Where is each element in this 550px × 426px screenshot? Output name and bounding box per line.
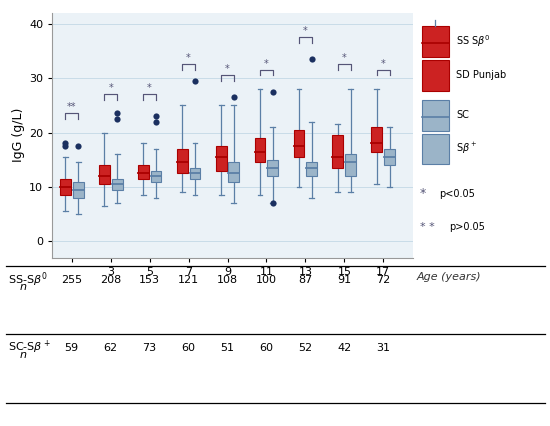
Bar <box>332 135 343 168</box>
Bar <box>267 160 278 176</box>
Text: 100: 100 <box>256 275 277 285</box>
Text: *: * <box>264 59 269 69</box>
Text: SD Punjab: SD Punjab <box>456 70 507 81</box>
Bar <box>151 171 162 181</box>
Text: Age (years): Age (years) <box>416 273 481 282</box>
Text: *: * <box>420 187 426 200</box>
Text: 121: 121 <box>178 275 199 285</box>
Text: 59: 59 <box>65 343 79 353</box>
Text: SC: SC <box>456 110 469 120</box>
Text: 91: 91 <box>337 275 351 285</box>
Text: 87: 87 <box>298 275 312 285</box>
Bar <box>60 179 71 195</box>
Text: SC-S$\beta^+$: SC-S$\beta^+$ <box>8 339 51 356</box>
Point <box>229 94 238 101</box>
Text: p<0.05: p<0.05 <box>439 189 475 199</box>
Text: *: * <box>303 26 308 36</box>
Text: *: * <box>186 53 191 63</box>
Bar <box>384 149 395 165</box>
Text: 60: 60 <box>182 343 196 353</box>
Text: *: * <box>147 83 152 93</box>
Bar <box>138 165 148 179</box>
Bar <box>422 100 449 130</box>
Bar <box>294 130 305 157</box>
Point <box>268 200 277 207</box>
Bar <box>306 162 317 176</box>
Text: 208: 208 <box>100 275 122 285</box>
Bar <box>422 26 449 57</box>
Text: 52: 52 <box>298 343 312 353</box>
Text: 62: 62 <box>103 343 118 353</box>
Point <box>307 56 316 63</box>
Point <box>113 110 122 117</box>
Bar <box>422 134 449 164</box>
Text: 73: 73 <box>142 343 157 353</box>
Text: 255: 255 <box>61 275 82 285</box>
Bar <box>216 146 227 171</box>
Text: SS S$\beta^0$: SS S$\beta^0$ <box>456 34 491 49</box>
Text: 60: 60 <box>260 343 273 353</box>
Point <box>191 78 200 84</box>
Point <box>61 143 70 150</box>
Point <box>74 143 82 150</box>
Text: 108: 108 <box>217 275 238 285</box>
Text: *: * <box>381 59 386 69</box>
Bar <box>371 127 382 152</box>
Y-axis label: IgG (g/L): IgG (g/L) <box>12 108 25 162</box>
Point <box>152 113 161 120</box>
Text: *: * <box>225 64 230 74</box>
Bar <box>255 138 266 162</box>
Text: S$\beta^+$: S$\beta^+$ <box>456 141 478 156</box>
Point <box>113 115 122 122</box>
Text: 51: 51 <box>221 343 234 353</box>
Text: *: * <box>108 83 113 93</box>
Bar <box>73 181 84 198</box>
Bar <box>190 168 200 179</box>
Point <box>268 88 277 95</box>
Point <box>61 140 70 147</box>
Text: *: * <box>342 53 346 63</box>
Text: SS-S$\beta^0$: SS-S$\beta^0$ <box>8 271 48 289</box>
Text: 153: 153 <box>139 275 160 285</box>
Text: **: ** <box>67 102 76 112</box>
Bar <box>177 149 188 173</box>
Bar <box>99 165 109 184</box>
Text: 42: 42 <box>337 343 351 353</box>
Bar <box>422 60 449 91</box>
Text: 72: 72 <box>376 275 390 285</box>
Text: * *: * * <box>420 222 434 232</box>
Bar <box>228 162 239 181</box>
Text: 31: 31 <box>376 343 390 353</box>
Text: p>0.05: p>0.05 <box>449 222 485 232</box>
Point <box>152 118 161 125</box>
Bar <box>345 154 356 176</box>
Text: $n$: $n$ <box>19 350 28 360</box>
Text: $n$: $n$ <box>19 282 28 292</box>
Bar <box>112 179 123 190</box>
